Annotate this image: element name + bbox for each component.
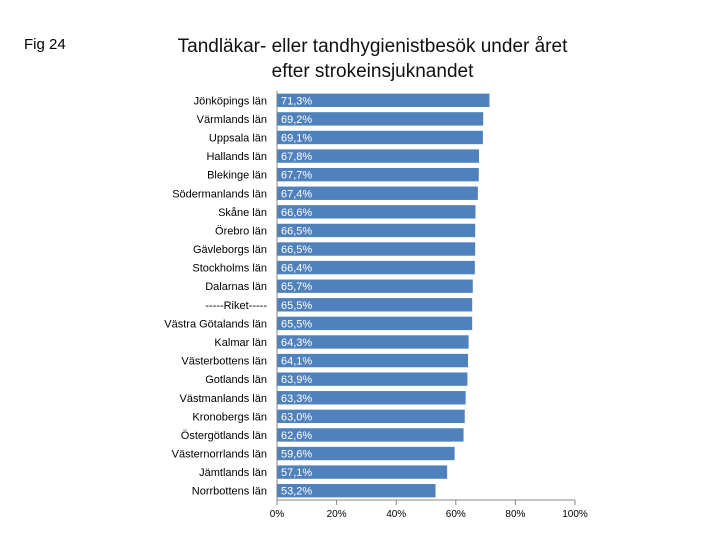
x-tick-label: 60%: [446, 509, 466, 520]
bar: [277, 130, 483, 145]
category-label: Jämtlands län: [199, 467, 267, 479]
data-label: 65,7%: [281, 281, 312, 293]
data-label: 69,2%: [281, 114, 312, 126]
bar: [277, 484, 436, 498]
category-label: Kronobergs län: [192, 411, 267, 423]
bar: [277, 409, 465, 424]
bar: [277, 242, 476, 256]
category-label: Skåne län: [218, 207, 267, 219]
data-label: 67,7%: [281, 170, 312, 182]
bar: [277, 279, 473, 293]
category-label: Örebro län: [215, 225, 267, 237]
data-label: 63,0%: [281, 411, 312, 423]
data-label: 59,6%: [281, 449, 312, 461]
bar: [277, 372, 468, 386]
data-label: 64,1%: [281, 356, 312, 368]
category-label: Västernorrlands län: [172, 449, 267, 461]
data-label: 66,5%: [281, 225, 312, 237]
x-tick-label: 20%: [327, 509, 347, 520]
category-label: -----Riket-----: [205, 300, 267, 312]
category-label: Hallands län: [206, 151, 267, 163]
category-label: Uppsala län: [209, 132, 267, 144]
bar: [277, 465, 448, 479]
figure-label: Fig 24: [24, 36, 66, 53]
category-label: Västra Götalands län: [164, 318, 267, 330]
data-label: 71,3%: [281, 95, 312, 107]
category-label: Västmanlands län: [180, 393, 267, 405]
bar: [277, 260, 475, 275]
bar: [277, 446, 455, 461]
data-label: 67,4%: [281, 188, 312, 200]
data-label: 65,5%: [281, 318, 312, 330]
bar: [277, 353, 469, 368]
data-label: 69,1%: [281, 132, 312, 144]
x-tick-label: 40%: [386, 509, 406, 520]
category-label: Gävleborgs län: [193, 244, 267, 256]
chart-title: Tandläkar- eller tandhygienistbesök unde…: [150, 34, 595, 84]
category-label: Norrbottens län: [192, 486, 267, 498]
category-label: Jönköpings län: [194, 95, 267, 107]
category-label: Stockholms län: [192, 263, 267, 275]
data-label: 63,3%: [281, 393, 312, 405]
bar: [277, 316, 473, 331]
category-label: Dalarnas län: [205, 281, 267, 293]
data-label: 66,6%: [281, 207, 312, 219]
data-label: 62,6%: [281, 430, 312, 442]
data-label: 67,8%: [281, 151, 312, 163]
bar: [277, 205, 476, 219]
x-tick-label: 100%: [562, 509, 588, 520]
data-label: 53,2%: [281, 486, 312, 498]
bar: [277, 335, 469, 349]
chart-title-line-2: efter strokeinsjuknandet: [271, 61, 474, 82]
category-label: Blekinge län: [207, 170, 267, 182]
data-label: 66,4%: [281, 263, 312, 275]
bar: [277, 149, 480, 163]
category-label: Kalmar län: [214, 337, 267, 349]
category-label: Gotlands län: [205, 374, 267, 386]
bar: [277, 93, 490, 107]
bar: [277, 391, 466, 405]
data-label: 57,1%: [281, 467, 312, 479]
data-label: 63,9%: [281, 374, 312, 386]
bar: [277, 223, 476, 238]
bar: [277, 428, 464, 442]
category-label: Södermanlands län: [172, 188, 267, 200]
bar: [277, 298, 473, 312]
bar: [277, 167, 479, 182]
bar: [277, 186, 478, 200]
chart-title-line-1: Tandläkar- eller tandhygienistbesök unde…: [177, 36, 568, 57]
x-tick-label: 0%: [270, 509, 285, 520]
bar: [277, 112, 484, 126]
category-label: Östergötlands län: [181, 430, 267, 442]
category-label: Värmlands län: [197, 114, 267, 126]
data-label: 66,5%: [281, 244, 312, 256]
category-label: Västerbottens län: [181, 356, 267, 368]
data-label: 65,5%: [281, 300, 312, 312]
data-label: 64,3%: [281, 337, 312, 349]
x-tick-label: 80%: [505, 509, 525, 520]
